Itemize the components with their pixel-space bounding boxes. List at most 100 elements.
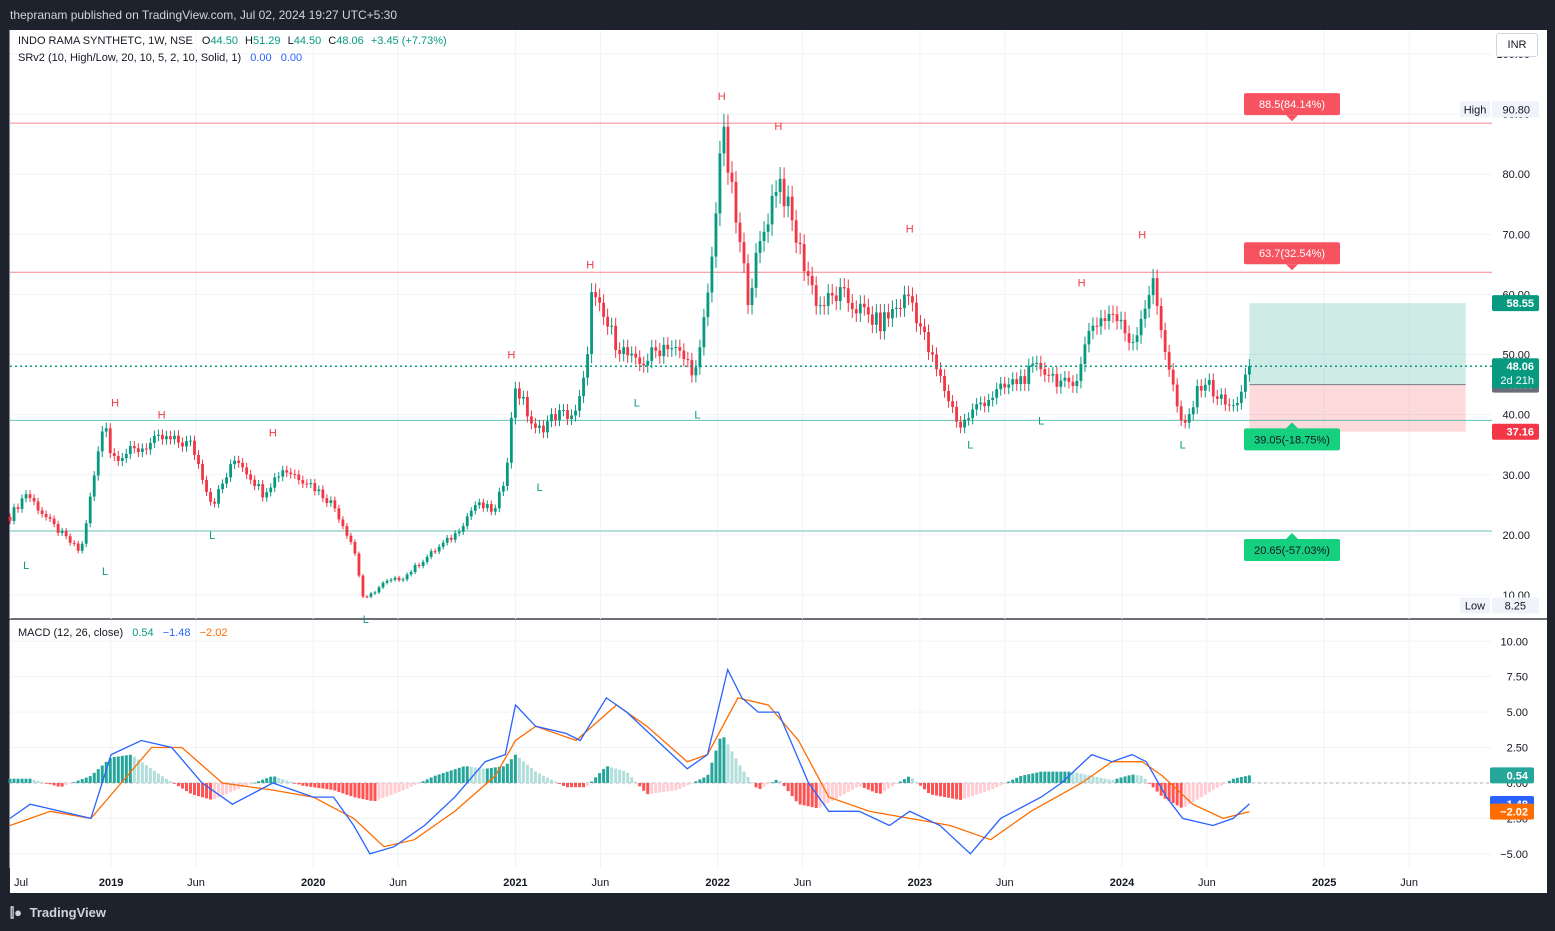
tradingview-logo-icon: ⫿● xyxy=(10,905,23,920)
sr-callout-arrow-icon xyxy=(1286,532,1298,539)
brand-footer[interactable]: ⫿● TradingView xyxy=(10,905,106,921)
candle-up xyxy=(60,530,64,533)
macd-legend[interactable]: MACD (12, 26, close) 0.54 −1.48 −2.02 xyxy=(18,627,227,639)
candle-up xyxy=(1031,363,1035,366)
macd-signal-badge-box xyxy=(1490,803,1534,820)
candle-down xyxy=(433,551,437,553)
macd-hist-bar xyxy=(1119,777,1123,783)
candle-up xyxy=(389,579,393,581)
candle-up xyxy=(88,496,92,524)
macd-hist-bar xyxy=(156,773,160,783)
macd-hist-bar xyxy=(197,782,201,797)
currency-button[interactable]: INR xyxy=(1496,33,1538,57)
macd-hist-bar xyxy=(136,759,140,783)
macd-hist-bar xyxy=(662,782,666,792)
macd-hist-bar xyxy=(850,782,854,790)
macd-hist-bar xyxy=(1247,775,1251,783)
macd-hist-bar xyxy=(694,781,698,783)
macd-hist-bar xyxy=(285,780,289,783)
candle-up xyxy=(233,460,237,465)
candle-up xyxy=(1207,380,1211,385)
macd-hist-bar xyxy=(790,782,794,797)
candle-down xyxy=(337,508,341,520)
candle-down xyxy=(911,296,914,303)
candle-down xyxy=(205,479,208,492)
candle-down xyxy=(802,244,806,272)
macd-hist-bar xyxy=(1195,782,1199,800)
candle-up xyxy=(1191,407,1195,415)
stop-badge-box xyxy=(1492,423,1539,440)
macd-hist-bar xyxy=(241,782,245,788)
candle-down xyxy=(983,402,987,407)
candle-down xyxy=(213,501,216,504)
candle-down xyxy=(345,526,349,536)
macd-hist-bar xyxy=(489,767,493,783)
macd-axis-label: 2.50 xyxy=(1507,743,1528,755)
macd-hist-bar xyxy=(971,782,975,796)
candle-up xyxy=(1007,384,1011,388)
candle-up xyxy=(1011,379,1015,385)
macd-hist-bar xyxy=(686,782,690,786)
candle-up xyxy=(437,546,441,552)
macd-hist-bar xyxy=(959,782,963,800)
candle-down xyxy=(810,275,814,286)
candle-up xyxy=(469,510,473,517)
macd-hist-bar xyxy=(918,782,922,786)
candle-down xyxy=(253,479,257,487)
macd-hist-bar xyxy=(537,773,541,783)
candle-up xyxy=(538,425,541,428)
candle-up xyxy=(257,484,261,487)
indicator-legend[interactable]: SRv2 (10, High/Low, 20, 10, 5, 2, 10, So… xyxy=(18,52,302,64)
macd-hist-bar xyxy=(549,779,553,783)
publisher-text: thepranam published on TradingView.com, … xyxy=(10,8,398,22)
macd-hist-bar xyxy=(1083,774,1087,783)
candle-down xyxy=(36,501,40,511)
candle-down xyxy=(1043,369,1047,375)
candle-up xyxy=(558,410,561,421)
candle-down xyxy=(1163,330,1167,353)
candle-up xyxy=(441,542,445,547)
macd-hist-bar xyxy=(1191,782,1195,803)
chart-pane-background xyxy=(10,30,1492,893)
macd-hist-bar xyxy=(802,782,806,806)
symbol-name: INDO RAMA SYNTHETC, 1W, NSE xyxy=(18,35,193,47)
macd-hist-bar xyxy=(806,782,810,807)
candle-down xyxy=(730,172,734,182)
sr-callout-label: 63.7(32.54%) xyxy=(1259,248,1325,260)
symbol-legend[interactable]: INDO RAMA SYNTHETC, 1W, NSE O44.50 H51.2… xyxy=(18,35,447,47)
macd-hist-bar xyxy=(1163,782,1167,799)
macd-hist-bar xyxy=(92,772,96,783)
candle-down xyxy=(517,388,521,399)
high-value: 90.80 xyxy=(1502,104,1530,116)
macd-hist-bar xyxy=(951,782,955,799)
macd-hist-bar xyxy=(505,763,509,783)
candle-down xyxy=(1015,379,1019,385)
publisher-bar: thepranam published on TradingView.com, … xyxy=(0,0,1555,30)
macd-hist-bar xyxy=(754,782,758,788)
macd-hist-bar xyxy=(638,782,642,787)
macd-hist-bar xyxy=(1235,777,1239,783)
pivot-high-label: H xyxy=(269,428,277,440)
candle-down xyxy=(285,470,289,473)
macd-signal-line xyxy=(9,697,1250,848)
pivot-high-label: H xyxy=(774,121,782,133)
candle-up xyxy=(221,483,224,490)
candle-down xyxy=(726,126,730,173)
pivot-low-label: L xyxy=(363,614,369,626)
macd-hist-bar xyxy=(545,777,549,783)
low-label: L xyxy=(287,35,294,47)
close-value: 48.06 xyxy=(336,35,364,47)
macd-hist-bar xyxy=(818,782,822,808)
candle-down xyxy=(1199,386,1203,391)
candle-down xyxy=(1183,420,1187,423)
candle-up xyxy=(1231,405,1235,407)
candle-up xyxy=(1027,365,1031,384)
candle-down xyxy=(1115,314,1119,322)
candle-up xyxy=(185,441,188,447)
candle-down xyxy=(602,302,606,317)
macd-hist-bar xyxy=(437,774,441,783)
candle-up xyxy=(104,428,108,432)
macd-hist-bar xyxy=(1107,779,1111,783)
pivot-high-label: H xyxy=(111,398,119,410)
